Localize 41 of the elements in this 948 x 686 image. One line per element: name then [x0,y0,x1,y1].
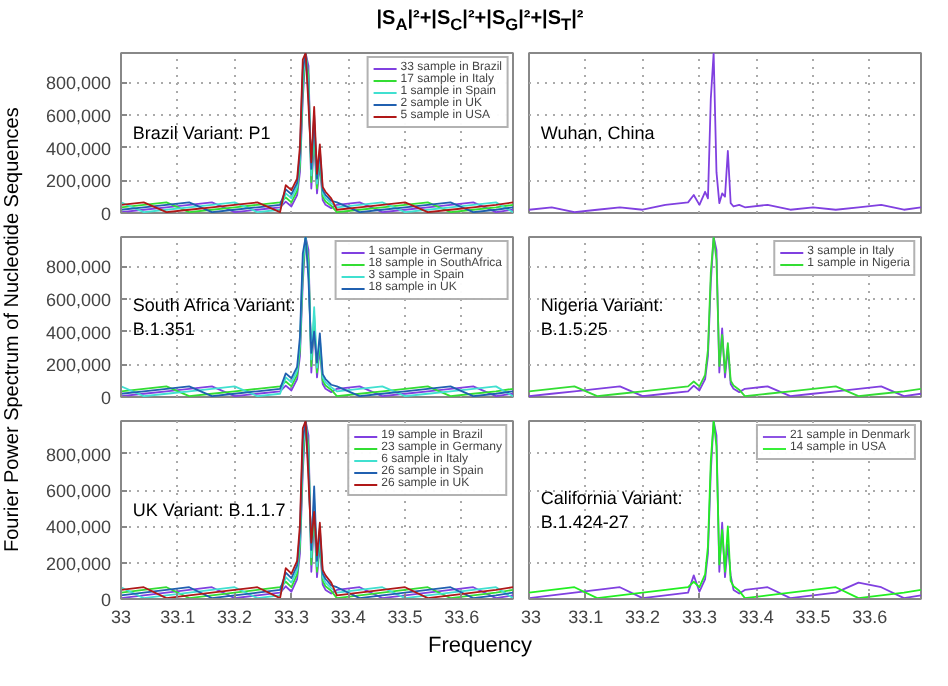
x-tick-label: 33.5 [795,607,831,627]
x-tick-label: 33.5 [387,607,423,627]
y-tick-label: 0 [100,204,112,224]
y-tick-label: 200,000 [45,355,112,376]
y-tick-label: 800,000 [45,444,112,465]
x-tick-label: 33.1 [568,607,604,627]
y-tick-label: 800,000 [45,257,112,278]
annotation: California Variant: B.1.424-27 [540,488,683,532]
annotation: UK Variant: B.1.1.7 [132,500,286,520]
annotation: Wuhan, China [540,123,655,143]
x-tick-label: 33.6 [444,607,480,627]
x-tick-label: 33.2 [625,607,661,627]
y-tick-label: 600,000 [45,290,112,311]
y-tick-label: 0 [100,590,112,610]
y-tick-label: 0 [100,388,112,408]
y-tick-label: 400,000 [45,322,112,343]
y-tick-label: 800,000 [45,73,112,94]
chart-title: |S$_{A}$|²+|S$_{C}$|²+|S$_{G}$|²+|S$_{T}$|² [376,8,584,34]
annotation: South Africa Variant: B.1.351 [132,295,296,339]
y-tick-label: 600,000 [45,106,112,127]
line-series [121,237,513,397]
y-tick-label: 200,000 [45,553,112,574]
annotation: Nigeria Variant: B.1.5.25 [540,295,664,339]
y-tick-label: 600,000 [45,481,112,502]
x-tick-label: 33.3 [273,607,309,627]
x-axis-title: Frequency [426,632,534,662]
x-tick-label: 33.6 [852,607,888,627]
x-tick-label: 33 [110,607,132,627]
line-series [121,53,513,213]
annotation: Brazil Variant: P1 [132,123,271,143]
y-tick-label: 400,000 [45,517,112,538]
x-tick-label: 33.4 [738,607,774,627]
y-tick-label: 400,000 [45,138,112,159]
y-tick-label: 200,000 [45,171,112,192]
x-tick-label: 33.1 [160,607,196,627]
y-axis-title: Fourier Power Spectrum of Nucleotide Sequences [0,105,26,557]
x-tick-label: 33.4 [330,607,366,627]
x-tick-label: 33.3 [681,607,717,627]
x-tick-label: 33.2 [217,607,253,627]
x-tick-label: 33 [521,607,542,627]
line-series [121,421,513,599]
